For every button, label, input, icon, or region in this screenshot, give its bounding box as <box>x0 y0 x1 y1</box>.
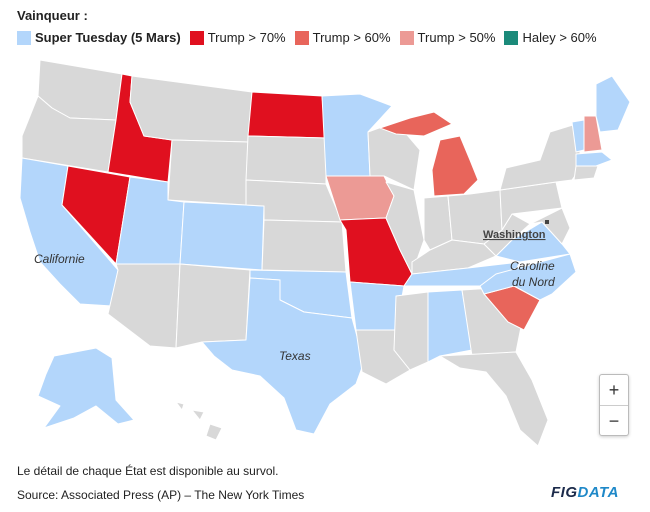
state-maine[interactable] <box>595 75 631 133</box>
figdata-logo: FIGDATA <box>551 484 619 501</box>
legend-item-super-tuesday: Super Tuesday (5 Mars) <box>17 30 181 45</box>
state-michigan-upper[interactable] <box>379 111 453 137</box>
state-north-dakota[interactable] <box>247 91 327 139</box>
legend-label: Trump > 70% <box>207 30 286 45</box>
legend-item-trump-50: Trump > 50% <box>399 30 496 45</box>
legend-label: Trump > 50% <box>417 30 496 45</box>
state-connecticut[interactable] <box>573 165 599 181</box>
state-maryland[interactable] <box>529 207 571 245</box>
label-texas: Texas <box>279 349 311 363</box>
legend-item-trump-70: Trump > 70% <box>189 30 286 45</box>
source-line: Source: Associated Press (AP) – The New … <box>17 488 305 502</box>
state-new-york[interactable] <box>499 123 583 191</box>
state-massachusetts[interactable] <box>575 151 613 167</box>
legend-swatch <box>504 30 519 45</box>
label-california: Californie <box>34 252 85 266</box>
zoom-in-button[interactable]: + <box>600 375 628 406</box>
state-illinois[interactable] <box>385 181 425 275</box>
zoom-out-button[interactable]: − <box>608 411 620 431</box>
zoom-control: + − <box>599 374 629 436</box>
label-north-carolina-line2: du Nord <box>512 275 555 289</box>
state-arizona[interactable] <box>107 263 181 349</box>
legend-swatch <box>294 30 309 45</box>
washington-dc-marker <box>545 220 549 224</box>
state-michigan-lower[interactable] <box>431 135 479 197</box>
label-washington-dc: Washington <box>483 229 546 241</box>
legend-label: Haley > 60% <box>522 30 597 45</box>
state-kansas[interactable] <box>261 219 347 273</box>
us-map: Californie Texas Caroline du Nord Washin… <box>19 59 631 447</box>
legend-label: Super Tuesday (5 Mars) <box>35 30 181 45</box>
state-florida[interactable] <box>439 351 549 447</box>
legend-swatch <box>17 30 31 45</box>
state-alabama[interactable] <box>427 289 473 363</box>
state-hawaii[interactable] <box>175 401 223 441</box>
logo-part-fig: FIG <box>551 484 578 501</box>
legend-label: Trump > 60% <box>312 30 391 45</box>
logo-part-data: DATA <box>577 484 619 501</box>
hover-note: Le détail de chaque État est disponible … <box>17 464 279 478</box>
state-montana[interactable] <box>129 75 253 143</box>
state-mississippi[interactable] <box>393 291 429 371</box>
state-alaska[interactable] <box>37 347 135 429</box>
state-south-dakota[interactable] <box>245 135 327 185</box>
state-new-mexico[interactable] <box>175 263 251 349</box>
legend-item-haley-60: Haley > 60% <box>504 30 597 45</box>
state-north-carolina[interactable] <box>479 253 577 301</box>
state-wyoming[interactable] <box>167 139 249 206</box>
legend-title: Vainqueur : <box>17 8 88 23</box>
state-colorado[interactable] <box>179 201 265 271</box>
label-north-carolina-line1: Caroline <box>510 259 555 273</box>
state-new-hampshire[interactable] <box>583 115 603 153</box>
legend-item-trump-60: Trump > 60% <box>294 30 391 45</box>
legend-swatch <box>189 30 204 45</box>
legend: Super Tuesday (5 Mars) Trump > 70% Trump… <box>17 30 606 45</box>
state-texas[interactable] <box>201 277 365 435</box>
legend-swatch <box>399 30 414 45</box>
